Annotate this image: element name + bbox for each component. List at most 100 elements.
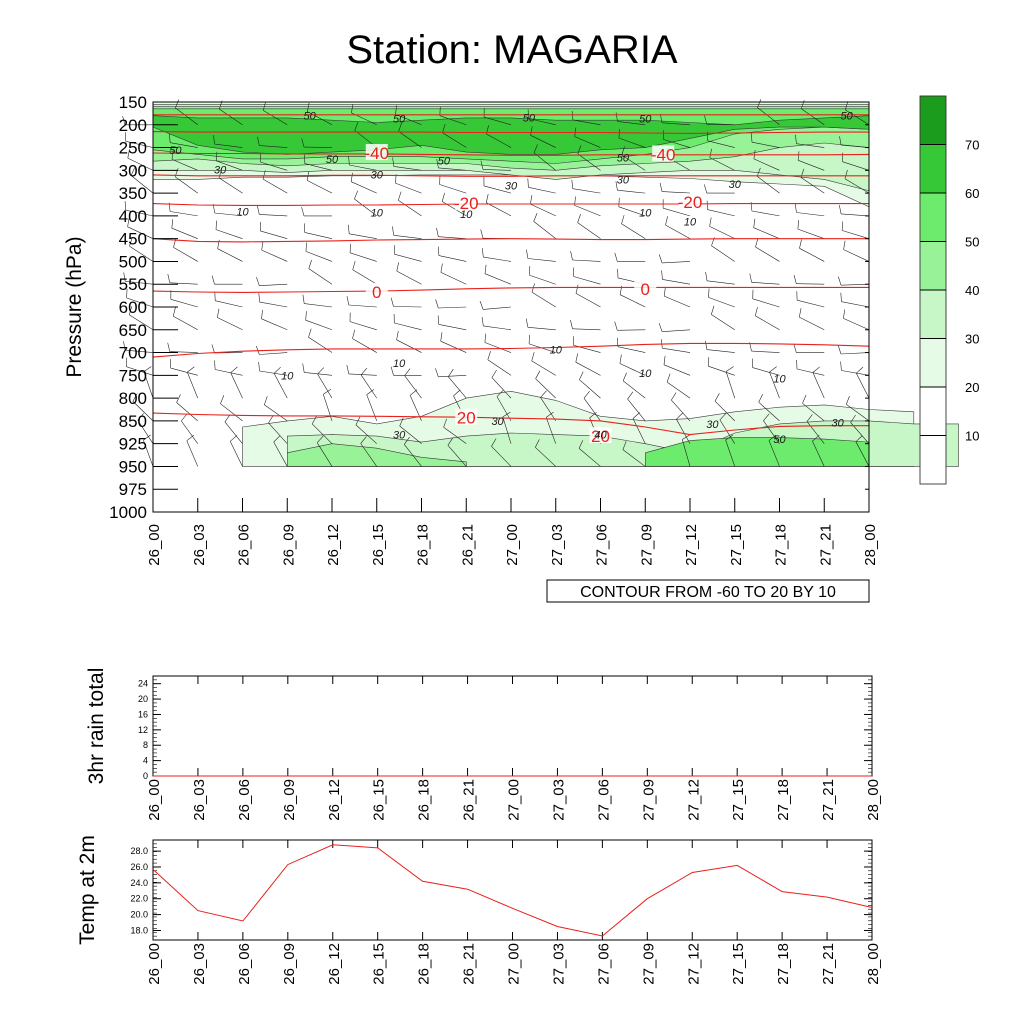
wind-barb [768, 440, 780, 467]
x-tick-label: 27_00 [504, 524, 521, 566]
x-tick-label: 27_09 [640, 943, 657, 985]
wind-barb-feather [802, 394, 807, 404]
wind-barb [214, 143, 243, 148]
wind-barb-feather [615, 112, 618, 122]
annotation-text: CONTOUR FROM -60 TO 20 BY 10 [580, 584, 836, 601]
wind-barbs [122, 99, 870, 467]
temperature-label-bg [652, 145, 675, 162]
wind-barb [802, 403, 825, 422]
wind-barb-feather [843, 309, 845, 319]
x-tick-label: 26_21 [461, 779, 478, 821]
x-tick-label: 27_15 [730, 943, 747, 985]
wind-barb [394, 253, 422, 262]
wind-barb-feather [529, 266, 531, 276]
wind-barb-feather [479, 300, 484, 310]
wind-shade-lowlevel-50 [645, 437, 870, 467]
wind-barb [304, 232, 333, 239]
wind-barb [404, 444, 422, 467]
wind-barb [174, 176, 198, 194]
wind-barb-feather [392, 226, 394, 236]
colorbar-swatch [919, 289, 947, 339]
wind-barb-feather [482, 248, 484, 258]
wind-barb-feather [256, 277, 260, 286]
wind-barb-feather [257, 136, 260, 146]
wind-barb [214, 212, 243, 217]
wind-barb-feather [481, 316, 484, 326]
wind-barb [682, 439, 691, 467]
wind-barb [769, 371, 780, 399]
wind-barb-feather [262, 101, 266, 111]
wind-barb-feather [806, 414, 813, 422]
wind-barb [484, 342, 512, 353]
wind-barb [129, 245, 154, 262]
wind-barb-feather [486, 193, 489, 203]
temperature-contour--30 [152, 174, 869, 177]
wind-barb [801, 108, 825, 126]
wind-barb-feather [169, 133, 171, 143]
wind-barb-feather [360, 367, 368, 376]
wind-barb-feather [621, 215, 625, 224]
wind-barb-feather [632, 412, 640, 419]
wind-barb [175, 107, 198, 126]
wind-barb-feather [484, 264, 487, 274]
wind-barb [502, 416, 512, 444]
wind-barb [533, 221, 556, 239]
wind-barb [404, 375, 422, 399]
wind-barb [442, 132, 467, 148]
wind-speed-label: 30 [706, 419, 719, 431]
temperature-contour--10 [152, 238, 869, 243]
x-tick-label: 27_00 [506, 779, 523, 821]
wind-barb-feather [176, 394, 181, 403]
wind-barb [176, 402, 198, 422]
wind-barb [262, 178, 288, 194]
wind-barb [708, 297, 735, 308]
wind-barb-feather [308, 328, 312, 338]
wind-barb [491, 446, 512, 467]
wind-barb-feather [143, 366, 152, 372]
temperature-contour-label: 0 [372, 283, 381, 302]
x-tick-label: 27_21 [820, 779, 837, 821]
wind-barb [483, 185, 512, 194]
wind-barb-feather [850, 414, 856, 423]
x-tick-label: 27_00 [506, 943, 523, 985]
wind-barb [229, 441, 243, 467]
wind-barb-feather [224, 414, 231, 423]
wind-barb [348, 373, 377, 376]
wind-barb-feather [261, 241, 264, 251]
wind-barb [622, 449, 646, 467]
wind-barb-feather [399, 417, 404, 427]
wind-barb-feather [793, 274, 797, 284]
wind-barb-feather [218, 169, 222, 178]
wind-barb-feather [725, 434, 734, 441]
wind-barb [796, 283, 825, 285]
colorbar-label: 10 [965, 429, 979, 444]
wind-barb [439, 184, 467, 194]
wind-barb [273, 373, 288, 399]
x-tick-label: 27_21 [817, 524, 834, 566]
wind-barb-feather [535, 439, 540, 448]
wind-barb-feather [129, 306, 133, 315]
x-tick-label: 27_15 [730, 779, 747, 821]
wind-barb [531, 360, 556, 376]
wind-barb [725, 439, 736, 467]
wind-barb-feather [262, 170, 266, 180]
wind-speed-label: 10 [460, 209, 473, 221]
wind-barb [796, 143, 825, 148]
wind-barb [855, 441, 870, 467]
rain-chart: 0 4 8 12 16 20 24 26_00 26_03 26_06 26_09 26_12 26_1… [85, 668, 882, 821]
colorbar-label: 30 [965, 332, 979, 347]
y-tick-label: 600 [119, 298, 147, 317]
wind-barb [306, 180, 333, 194]
wind-barb [527, 258, 556, 262]
x-tick-label: 27_18 [773, 524, 790, 566]
wind-barb [143, 371, 154, 399]
wind-barb-feather [846, 395, 850, 405]
x-tick-label: 26_18 [416, 943, 433, 985]
x-tick-label: 26_18 [415, 524, 432, 566]
wind-barb-feather [395, 105, 397, 115]
wind-barb [842, 161, 870, 171]
temperature-contour-label: 0 [641, 280, 650, 299]
wind-barb [719, 419, 736, 444]
wind-barb [261, 249, 288, 262]
x-tick-label: 27_06 [595, 779, 612, 821]
